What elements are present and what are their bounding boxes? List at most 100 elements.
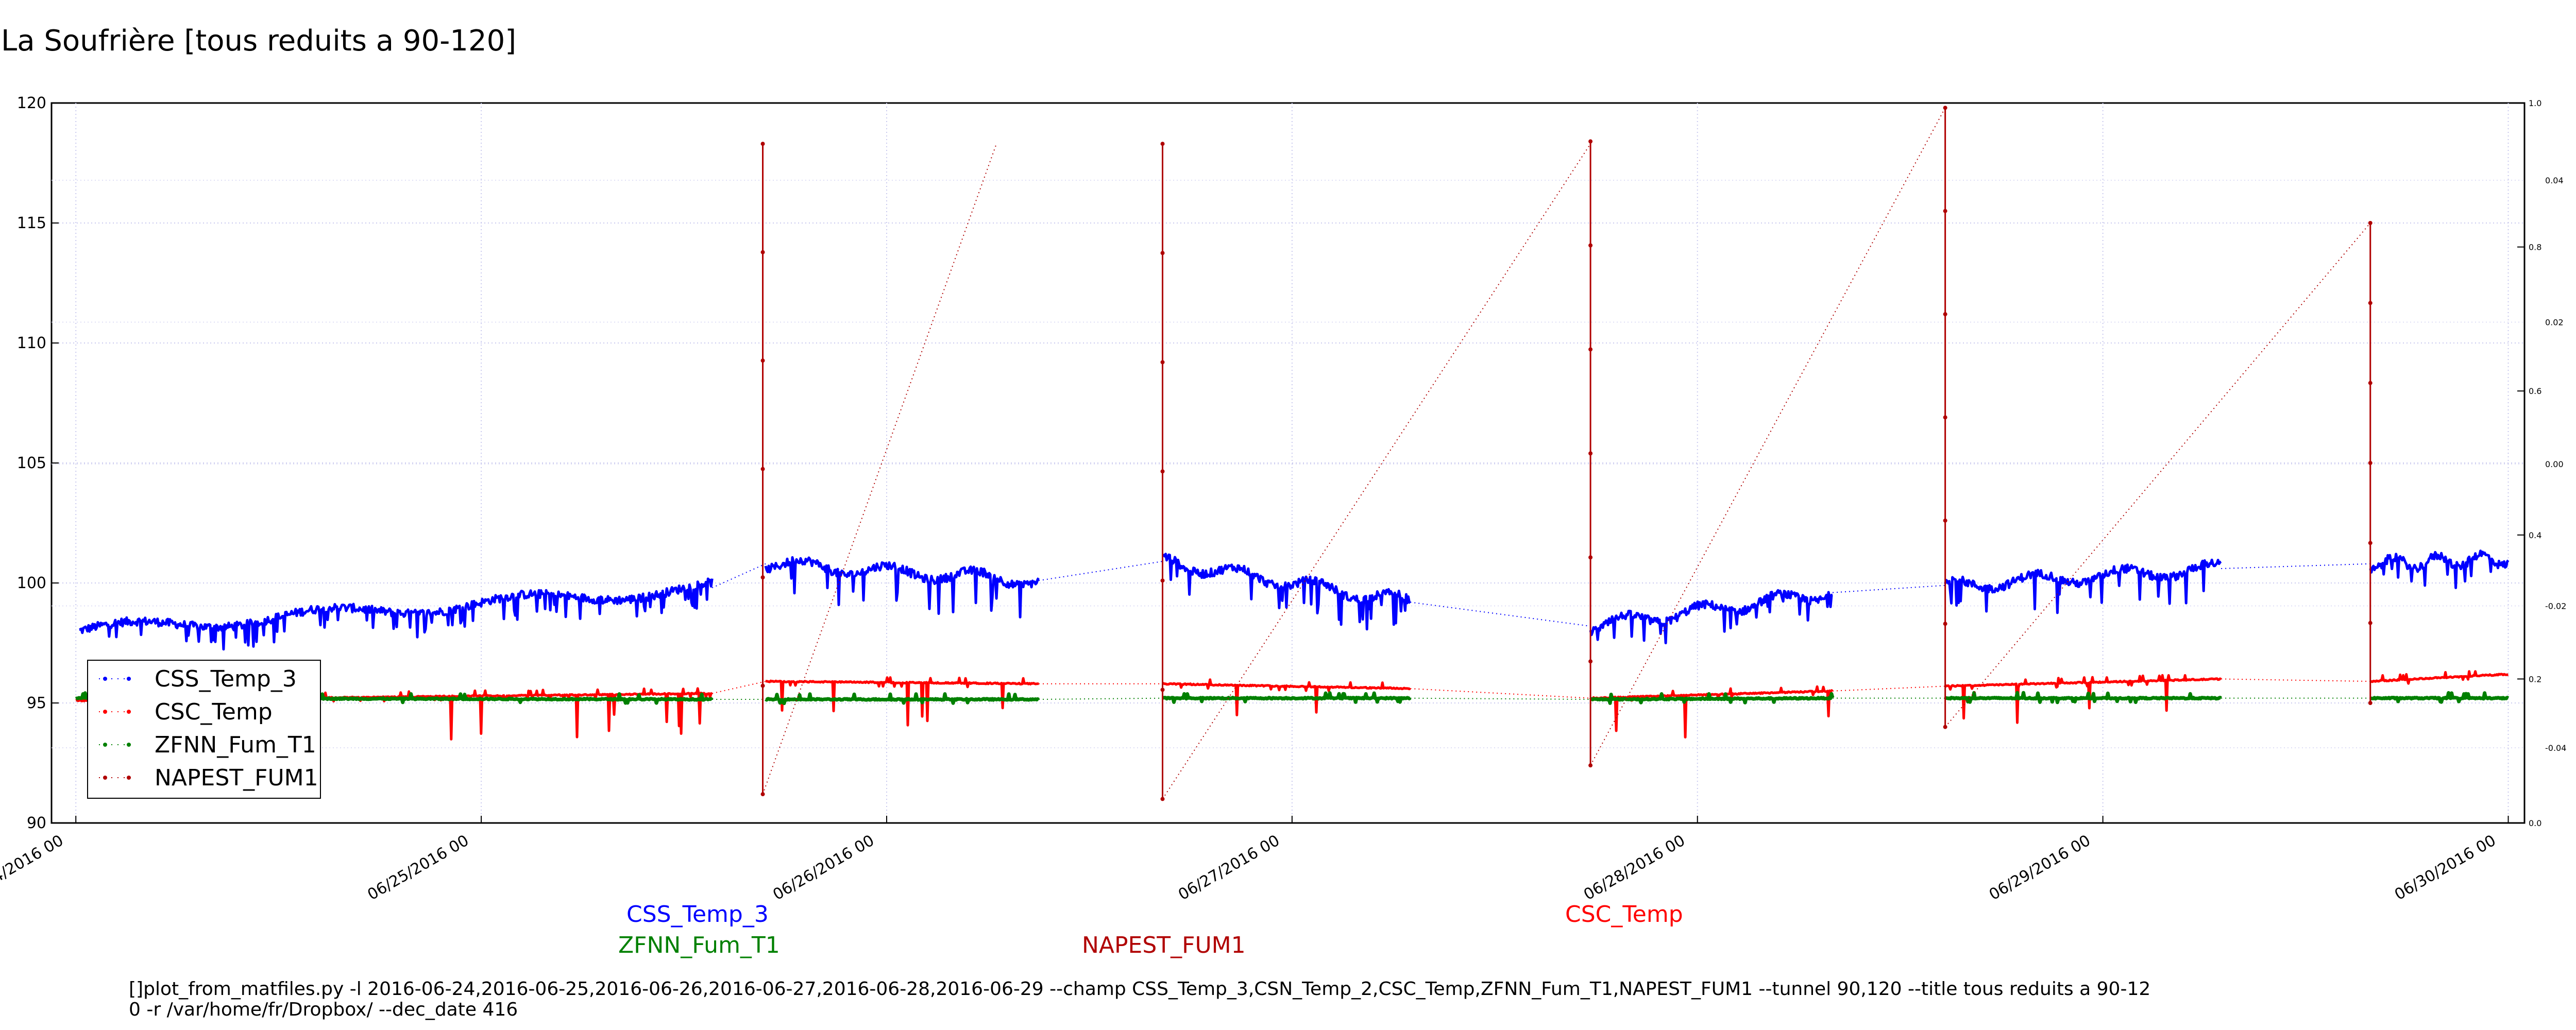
series-segment	[1944, 691, 2222, 705]
gap-connector	[1410, 602, 1591, 627]
series-segment	[764, 556, 1040, 619]
command-line-2: 0 -r /var/home/fr/Dropbox/ --dec_date 41…	[129, 999, 518, 1020]
spike-point	[1588, 347, 1593, 352]
spike-point	[1160, 469, 1165, 474]
caption-napest-fum1: NAPEST_FUM1	[1082, 932, 1246, 958]
legend-label: CSS_Temp_3	[155, 666, 297, 692]
spike-point	[760, 683, 765, 688]
y-tick-label: 105	[17, 454, 46, 472]
series-napest-fum1	[760, 106, 2372, 801]
series-segment	[1944, 674, 2222, 724]
legend-label: CSC_Temp	[155, 699, 273, 725]
spike-point	[2368, 461, 2372, 465]
right-tick-label: 0.4	[2529, 530, 2541, 540]
caption-css-temp-3: CSS_Temp_3	[626, 901, 769, 928]
right-minor-label: 0.04	[2545, 176, 2564, 185]
spike-point	[2368, 621, 2372, 625]
spike-point	[1588, 555, 1593, 560]
spike-point	[1943, 415, 1947, 420]
caption-zfnn-fum-t1: ZFNN_Fum_T1	[618, 932, 780, 958]
spike-point	[2368, 301, 2372, 305]
spike-point	[1160, 142, 1165, 146]
right-tick-label: 0.0	[2529, 818, 2541, 828]
x-tick-label: 06/25/2016 00	[365, 832, 472, 904]
y-tick-label: 100	[17, 574, 46, 592]
legend-marker	[103, 710, 107, 714]
series-segment	[2369, 670, 2509, 685]
command-line-1: []plot_from_matfiles.py -l 2016-06-24,20…	[129, 978, 2150, 1000]
y-tick-label: 120	[17, 94, 46, 112]
right-minor-label: -0.02	[2545, 602, 2566, 611]
legend-marker	[127, 710, 131, 714]
legend-marker	[127, 776, 131, 780]
spike-point	[2368, 221, 2372, 225]
right-tick-label: 1.0	[2529, 98, 2541, 108]
y-axis-right: 0.0 0.2 0.4 0.6 0.8 1.0 -0.04 -0.02 0.00 0.02 0.04	[2517, 98, 2566, 828]
gap-connector	[2221, 563, 2370, 570]
right-tick-label: 0.6	[2529, 386, 2541, 396]
spike-point	[1943, 622, 1947, 626]
caption-csc-temp: CSC_Temp	[1565, 901, 1683, 928]
y-tick-label: 95	[27, 694, 46, 712]
series-layer	[75, 106, 2510, 801]
spike-point	[1588, 139, 1593, 144]
x-tick-label: 06/30/2016 00	[2392, 832, 2499, 904]
spike-connector	[1590, 107, 1946, 766]
grid	[52, 103, 2524, 823]
spike-point	[1588, 243, 1593, 248]
spike-point	[1588, 451, 1593, 456]
gap-connector	[1038, 561, 1163, 581]
right-minor-label: 0.00	[2545, 459, 2564, 469]
series-segment	[765, 692, 1040, 706]
gap-connector	[2221, 678, 2370, 682]
series-segment	[1162, 553, 1412, 631]
spike-point	[1943, 106, 1947, 110]
spike-point	[760, 142, 765, 146]
series-segment	[2369, 550, 2510, 589]
series-segment	[1590, 685, 1834, 739]
spike-point	[1943, 518, 1947, 523]
x-tick-label: 06/29/2016 00	[1986, 832, 2094, 904]
series-segment	[1589, 692, 1835, 705]
legend-marker	[103, 677, 107, 681]
y-axis-left: 90 95 100 105 110 115 120	[17, 94, 59, 832]
legend-marker	[103, 776, 107, 780]
legend: CSS_Temp_3 CSC_Temp ZFNN_Fum_T1 NAPEST_FUM1	[87, 660, 321, 799]
spike-point	[760, 467, 765, 471]
x-axis: 06/24/2016 00 06/25/2016 00 06/26/2016 00 0…	[0, 816, 2509, 904]
x-tick-label: 06/27/2016 00	[1175, 832, 1283, 904]
series-segment	[1589, 589, 1833, 644]
y-tick-label: 90	[27, 814, 46, 832]
legend-box	[87, 660, 321, 799]
spike-point	[1588, 659, 1593, 664]
spike-point	[2368, 701, 2372, 705]
series-segment	[79, 577, 714, 651]
series-segment	[1944, 558, 2222, 614]
legend-marker	[127, 743, 131, 747]
spike-point	[2368, 381, 2372, 385]
gap-connector	[711, 681, 766, 694]
y-tick-label: 115	[17, 214, 46, 232]
series-segment	[1162, 678, 1411, 716]
right-tick-label: 0.2	[2529, 674, 2541, 684]
spike-connector	[1944, 222, 2371, 728]
spike-point	[1943, 209, 1947, 213]
y-tick-label: 110	[17, 334, 46, 352]
series-segment	[765, 676, 1039, 727]
x-tick-label: 06/26/2016 00	[770, 832, 877, 904]
series-segment	[1162, 691, 1412, 704]
right-minor-label: 0.02	[2545, 318, 2564, 328]
spike-point	[1943, 312, 1947, 317]
plot-frame	[50, 102, 2526, 824]
legend-label: NAPEST_FUM1	[155, 765, 318, 791]
series-segment	[2369, 691, 2510, 704]
gap-connector	[711, 563, 766, 589]
spike-point	[1160, 251, 1165, 255]
x-tick-label: 06/28/2016 00	[1581, 832, 1688, 904]
spike-point	[760, 250, 765, 254]
right-minor-label: -0.04	[2545, 743, 2566, 753]
spike-point	[1160, 360, 1165, 365]
legend-marker	[103, 743, 107, 747]
spike-point	[1160, 578, 1165, 583]
